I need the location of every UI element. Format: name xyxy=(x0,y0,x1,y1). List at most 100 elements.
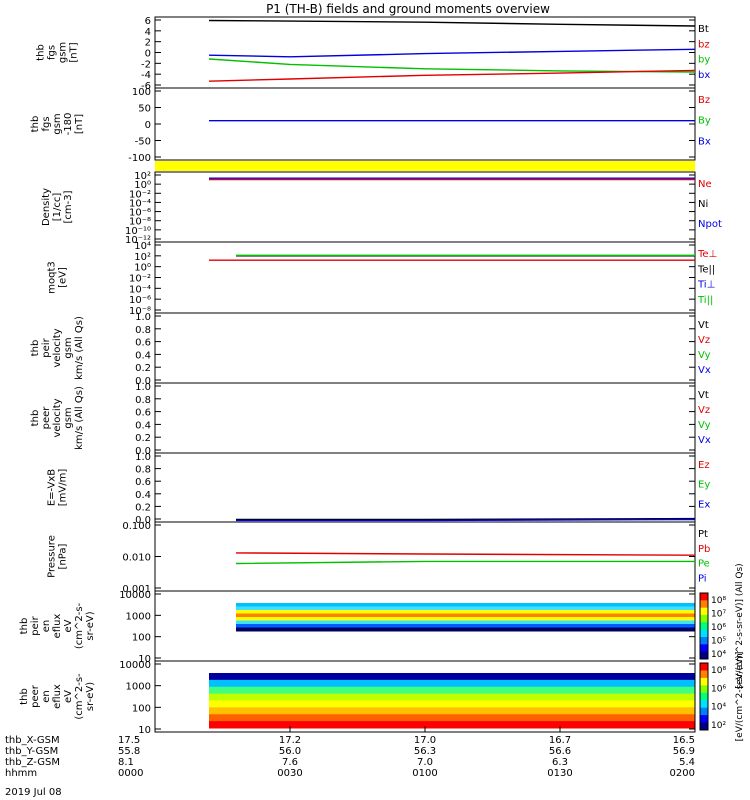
ephemeris-value: 17.0 xyxy=(414,735,436,746)
legend-vy: Vy xyxy=(698,420,711,431)
y-tick-label: 4 xyxy=(145,27,151,38)
panel-efield: 1.0 0.80.6 0.40.2 0.0 E=-VxB [mV/m] Ez Ey Ex xyxy=(47,452,711,526)
colorbar-tick-label: 10⁴ xyxy=(711,703,726,713)
panel-density: 10²10⁰10⁻²10⁻⁴10⁻⁶10⁻⁸10⁻¹⁰10⁻¹²Density[… xyxy=(41,171,722,246)
y-tick-label: 0.6 xyxy=(135,338,151,349)
y-axis-label: [nPa] xyxy=(58,543,69,569)
legend-vx: Vx xyxy=(698,435,711,446)
y-axis-label: eflux xyxy=(52,614,63,639)
y-tick-label: -6 xyxy=(141,81,151,92)
y-axis-label: E=-VxB xyxy=(47,469,58,506)
y-tick-label: 0.8 xyxy=(135,325,151,336)
panel-frame xyxy=(154,87,696,161)
y-tick-label: 10000 xyxy=(119,590,151,601)
legend-bz: Bz xyxy=(698,95,710,106)
legend-npot: Npot xyxy=(698,219,722,230)
legend-vy: Vy xyxy=(698,350,711,361)
colorbar-tick-label: 10² xyxy=(711,721,726,731)
y-tick-label: 0.6 xyxy=(135,477,151,488)
y-tick-label: 10⁰ xyxy=(134,263,151,274)
legend-te: Te⊥ xyxy=(697,249,717,260)
y-tick-label: 10⁻² xyxy=(129,189,151,200)
legend-by: By xyxy=(698,116,711,127)
ephemeris-value: 56.3 xyxy=(414,746,436,757)
data-availability-bar xyxy=(155,161,695,171)
legend-te: Te|| xyxy=(697,264,715,275)
ephemeris-value: 0130 xyxy=(547,768,572,779)
y-tick-label: 50 xyxy=(138,104,151,115)
y-axis-label: -180 xyxy=(63,113,74,136)
y-tick-label: 0.2 xyxy=(135,363,151,374)
y-tick-label: 0.0 xyxy=(135,515,151,526)
y-tick-label: 0.0 xyxy=(135,376,151,387)
y-tick-label: -2 xyxy=(141,59,151,70)
panel-frame xyxy=(154,521,696,592)
colorbar-segment xyxy=(700,637,708,645)
y-tick-label: 0.4 xyxy=(135,350,151,361)
spectrogram-band xyxy=(209,686,695,695)
colorbar-segment xyxy=(700,677,708,686)
legend-pe: Pe xyxy=(698,559,710,570)
panel-frame xyxy=(154,171,696,243)
y-tick-label: 10⁻⁶ xyxy=(129,295,151,306)
y-tick-label: 10⁻¹⁰ xyxy=(125,226,151,237)
y-axis-label: velocity xyxy=(52,398,63,437)
series-line-bx xyxy=(208,48,696,58)
legend-ez: Ez xyxy=(698,460,710,471)
colorbar-segment xyxy=(700,663,708,671)
y-tick-label: 100 xyxy=(132,633,151,644)
spectrogram-band xyxy=(209,721,695,729)
colorbar-label: [eV/(cm^2-s-sr-eV)] xyxy=(735,652,745,742)
ephemeris-value: 5.4 xyxy=(679,757,695,768)
y-tick-label: 10⁻⁸ xyxy=(129,306,151,317)
panel-mag_angle: 100 50 0 -50 -100 thb fgs gsm -180 [nT] Bz By Bx xyxy=(30,87,711,164)
spectrogram-band xyxy=(236,627,695,632)
panel-pressure: 0.100 0.010 0.001 Pressure [nPa] Pt Pb Pe Pi xyxy=(47,521,711,595)
panel-frame xyxy=(154,16,696,89)
y-axis-label: gsm xyxy=(58,42,69,63)
y-axis-label: thb xyxy=(36,44,47,61)
y-tick-label: -100 xyxy=(128,153,151,164)
y-axis-label: thb xyxy=(30,340,41,357)
ephemeris-label: thb_X-GSM xyxy=(5,735,60,746)
y-axis-label: peir xyxy=(30,615,41,635)
legend-vx: Vx xyxy=(698,365,711,376)
y-axis-label: km/s (All Qs) xyxy=(74,316,85,380)
colorbar-frame xyxy=(699,592,709,660)
ephemeris-footer: thb_X-GSM 17.5 17.2 17.0 16.7 16.5 thb_Y-GSM 55… xyxy=(5,726,696,779)
legend-vt: Vt xyxy=(698,390,709,401)
y-axis-label: thb xyxy=(30,116,41,133)
ephemeris-value: 7.0 xyxy=(417,757,433,768)
colorbar-segment xyxy=(700,670,708,679)
series-line-pb xyxy=(235,552,696,556)
ephemeris-value: 7.6 xyxy=(282,757,298,768)
y-tick-label: 0.010 xyxy=(122,553,151,564)
legend-bx: Bx xyxy=(698,136,711,147)
y-tick-label: 10² xyxy=(134,171,151,182)
panel-ion_spec: 10000 1000 100 10 thb peir en eflux eV (cm^2-s-sr… xyxy=(19,563,745,688)
ephemeris-value: 0030 xyxy=(277,768,302,779)
y-axis-label: [1/cc] xyxy=(52,193,63,222)
series-line-pe xyxy=(235,560,695,565)
y-tick-label: 0.100 xyxy=(122,521,151,532)
spectrogram-band xyxy=(236,617,695,621)
panel-frame xyxy=(154,241,696,314)
y-tick-label: 1.0 xyxy=(135,452,151,463)
y-tick-label: 0 xyxy=(145,120,151,131)
ephemeris-label: thb_Y-GSM xyxy=(5,746,58,757)
legend-ey: Ey xyxy=(698,480,710,491)
colorbar-segment xyxy=(700,644,708,653)
y-tick-label: 0.0 xyxy=(135,446,151,457)
y-axis-label: en xyxy=(41,620,52,633)
y-axis-label: Density xyxy=(41,188,52,226)
y-tick-label: 100 xyxy=(132,87,151,98)
legend-vt: Vt xyxy=(698,320,709,331)
y-tick-label: 10⁻⁴ xyxy=(129,198,151,209)
legend-by: by xyxy=(698,55,710,66)
y-tick-label: 0.4 xyxy=(135,420,151,431)
spectrogram-band xyxy=(236,610,695,614)
ephemeris-value: 56.6 xyxy=(549,746,571,757)
colorbar-segment xyxy=(700,622,708,631)
